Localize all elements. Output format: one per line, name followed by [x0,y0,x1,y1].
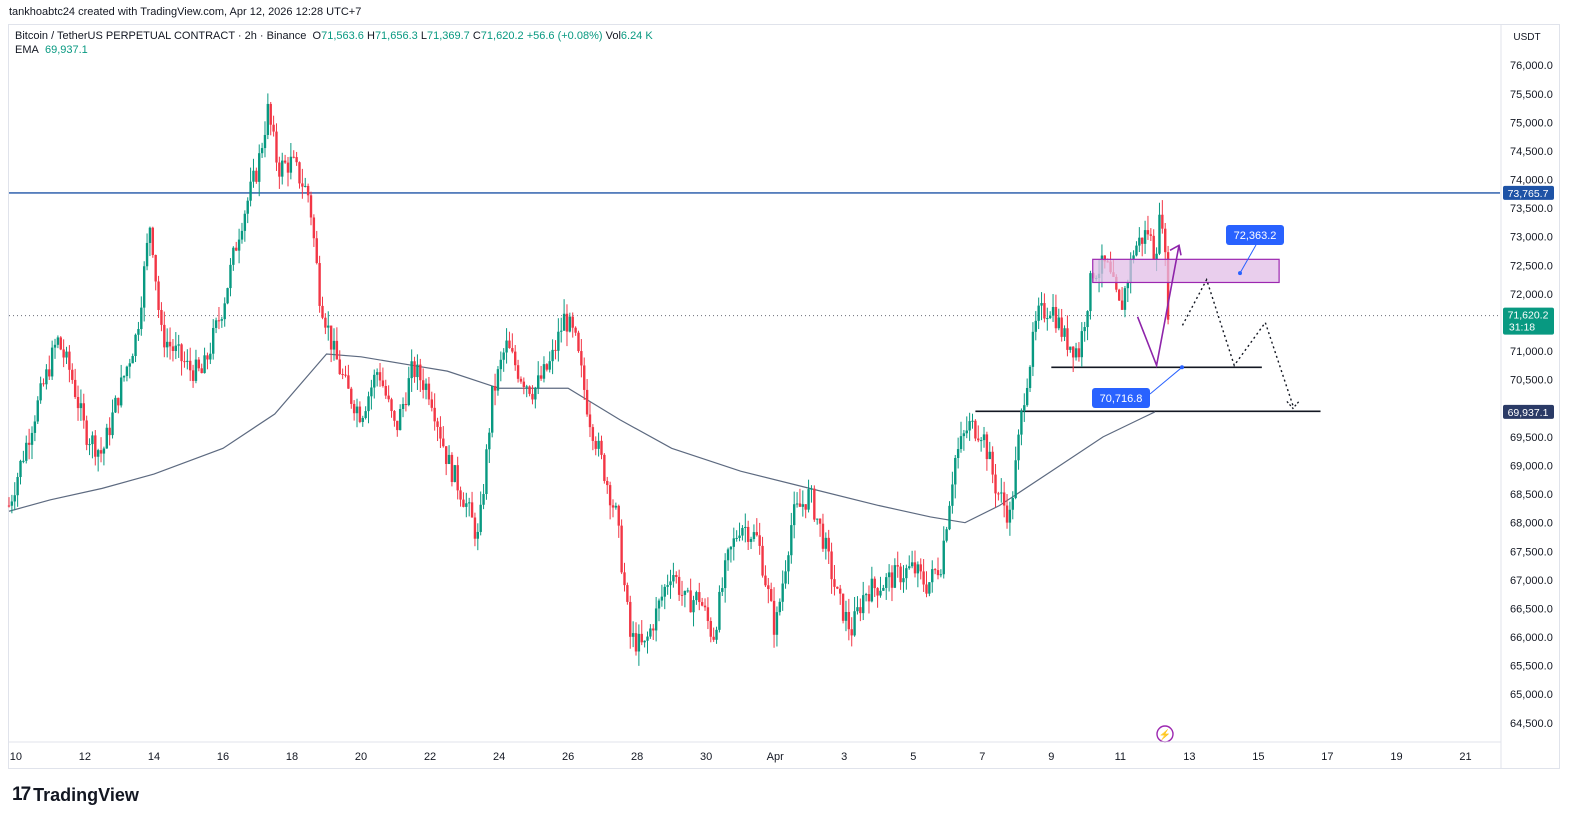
legend-open: 71,563.6 [321,30,364,42]
chart-frame [8,24,1560,769]
legend-low: 71,369.7 [426,30,470,42]
legend-volume: 6.24 K [620,30,653,42]
legend-ohlc-row: Bitcoin / TetherUS PERPETUAL CONTRACT · … [15,29,653,43]
legend-close: 71,620.2 [480,30,524,42]
chart-legend: Bitcoin / TetherUS PERPETUAL CONTRACT · … [15,29,653,57]
tradingview-wordmark: TradingView [33,784,139,805]
tradingview-logo-icon: 17 [12,784,31,805]
legend-l-label: L [420,30,427,42]
currency-selector[interactable]: USDT [1506,30,1548,45]
legend-vol-label: Vol [605,30,621,42]
legend-o-label: O [312,30,322,42]
legend-ema-value: 69,937.1 [44,44,88,56]
legend-c-label: C [472,30,481,42]
legend-h-label: H [366,30,375,42]
legend-ema-row: EMA 69,937.1 [15,43,653,57]
legend-symbol[interactable]: Bitcoin / TetherUS PERPETUAL CONTRACT · … [15,30,307,42]
legend-ema-label[interactable]: EMA [15,44,39,56]
legend-high: 71,656.3 [374,30,418,42]
attribution-text: tankhoabtc24 created with TradingView.co… [9,6,362,18]
tradingview-brand: 17 TradingView [12,784,139,806]
legend-change: +56.6 (+0.08%) [526,30,603,42]
